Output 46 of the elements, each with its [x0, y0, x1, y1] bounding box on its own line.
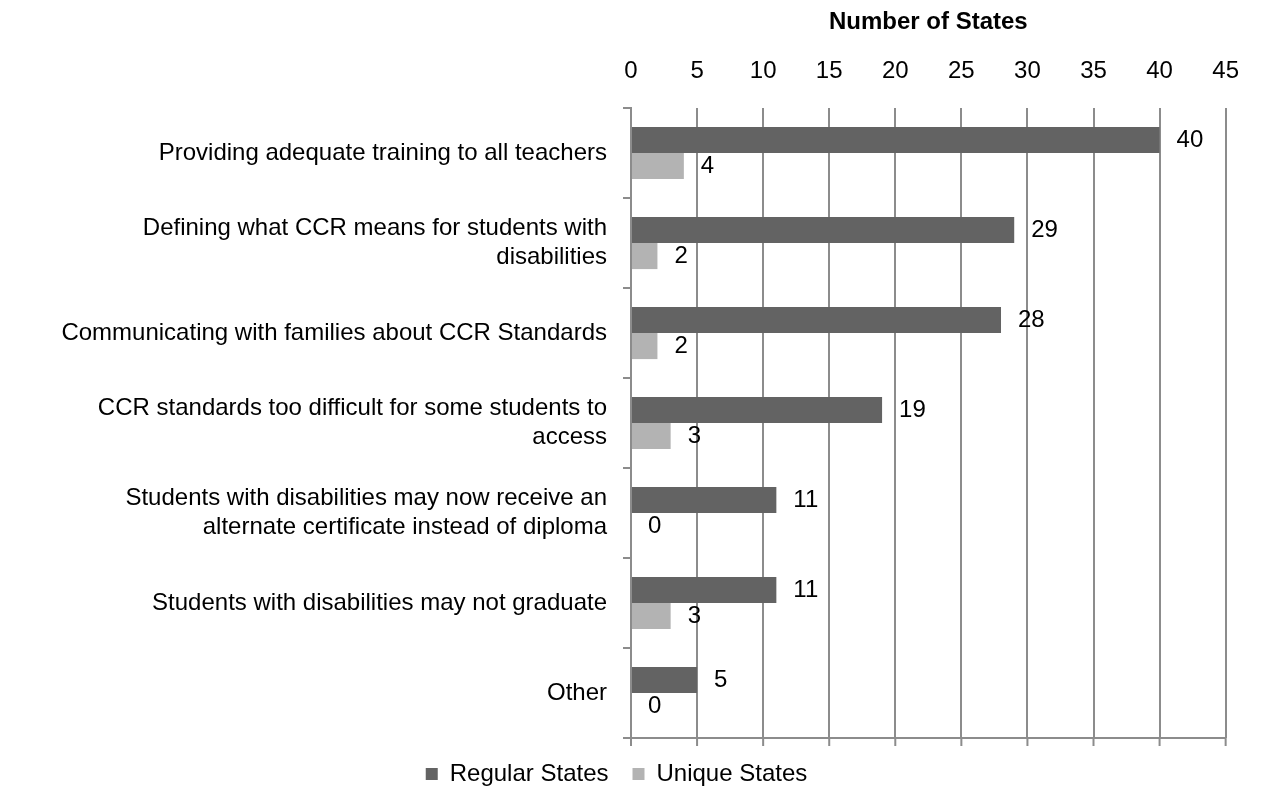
data-label: 3	[687, 600, 701, 628]
x-tick-label: 5	[690, 56, 704, 84]
data-label: 11	[793, 484, 819, 512]
x-tick-label: 35	[1080, 56, 1107, 84]
bar	[632, 153, 684, 180]
y-tick-label: Students with disabilities may now receive an alternate certificate instead of diploma	[125, 483, 608, 540]
x-axis-title: Number of States	[828, 7, 1028, 35]
x-tick-label: 25	[948, 56, 975, 84]
x-tick-label: 15	[815, 56, 843, 84]
data-label: 0	[648, 510, 662, 538]
legend-label: Regular States	[449, 758, 609, 786]
bar	[632, 396, 883, 423]
data-label: 5	[714, 664, 728, 692]
bar	[632, 306, 1002, 333]
data-label: 4	[700, 150, 715, 178]
y-tick-label: Communicating with families about CCR Standards	[61, 317, 607, 345]
data-label: 0	[648, 690, 662, 718]
x-tick-label: 20	[881, 56, 909, 84]
bar	[632, 576, 777, 603]
bar	[632, 603, 671, 630]
bar	[632, 486, 777, 513]
y-tick-label: CCR standards too difficult for some students to access	[97, 393, 607, 450]
data-label: 2	[674, 330, 688, 358]
data-label: 2	[674, 240, 688, 268]
x-tick-label: 10	[749, 56, 777, 84]
data-label: 29	[1031, 214, 1058, 242]
bar	[632, 243, 658, 270]
legend-label: Unique States	[656, 758, 808, 786]
data-label: 19	[899, 394, 926, 422]
bar	[632, 333, 658, 360]
x-tick-label: 30	[1014, 56, 1041, 84]
y-tick-label: Other	[546, 677, 607, 705]
data-label: 40	[1176, 124, 1204, 152]
x-tick-label: 40	[1146, 56, 1173, 84]
data-label: 3	[687, 420, 701, 448]
bar	[632, 126, 1160, 153]
x-tick-label: 45	[1212, 56, 1239, 84]
y-tick-label: Providing adequate training to all teachers	[158, 137, 607, 165]
x-tick-label: 0	[624, 56, 638, 84]
y-tick-label: Students with disabilities may not graduate	[152, 587, 607, 615]
data-label: 11	[793, 574, 819, 602]
bar	[632, 666, 698, 693]
bar	[632, 216, 1015, 243]
y-tick-label: Defining what CCR means for students with disabilities	[142, 213, 607, 270]
data-label: 28	[1018, 304, 1045, 332]
bar	[632, 423, 671, 450]
